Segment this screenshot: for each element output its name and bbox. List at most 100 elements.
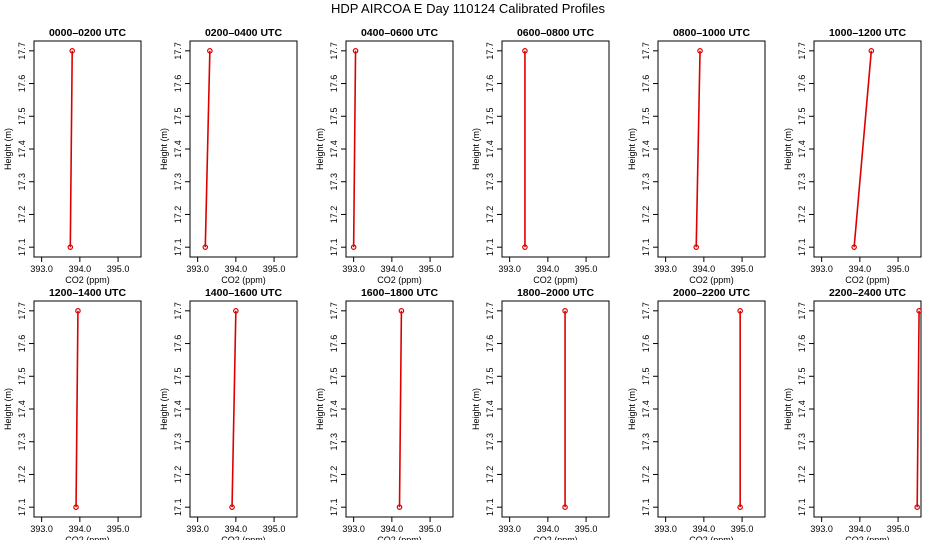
y-tick-label: 17.6	[797, 335, 807, 353]
y-tick-label: 17.3	[17, 173, 27, 191]
profile-point	[350, 244, 357, 250]
y-tick-label: 17.2	[641, 466, 651, 484]
panel-title: 0000–0200 UTC	[49, 27, 126, 39]
profile-point	[737, 308, 743, 314]
y-tick-label: 17.4	[797, 400, 807, 418]
panel-title: 0200–0400 UTC	[205, 27, 282, 39]
y-tick-label: 17.7	[329, 302, 339, 320]
profile-point	[562, 504, 568, 510]
x-axis-label: CO2 (ppm)	[689, 535, 734, 540]
x-tick-label: 393.0	[342, 524, 365, 534]
y-tick-label: 17.5	[329, 108, 339, 126]
y-tick-label: 17.2	[485, 206, 495, 224]
y-tick-label: 17.3	[173, 173, 183, 191]
x-axis-label: CO2 (ppm)	[845, 535, 890, 540]
profile-point	[398, 308, 405, 314]
x-axis-label: CO2 (ppm)	[377, 275, 422, 285]
y-tick-label: 17.3	[797, 433, 807, 451]
profile-point	[522, 48, 528, 54]
y-tick-label: 17.2	[485, 466, 495, 484]
panel-title: 1600–1800 UTC	[361, 287, 438, 299]
y-tick-label: 17.1	[17, 238, 27, 256]
profile-point	[916, 308, 922, 314]
x-tick-label: 393.0	[342, 264, 365, 274]
x-tick-label: 395.0	[263, 524, 286, 534]
profile-point	[851, 244, 857, 250]
profile-line	[75, 310, 79, 508]
y-tick-label: 17.6	[17, 335, 27, 353]
y-tick-label: 17.7	[641, 42, 651, 60]
y-tick-label: 17.4	[173, 400, 183, 418]
x-tick-label: 394.0	[225, 264, 248, 274]
x-axis-label: CO2 (ppm)	[533, 535, 578, 540]
profile-line	[398, 310, 403, 508]
y-tick-label: 17.4	[17, 400, 27, 418]
profile-point	[73, 504, 79, 510]
x-axis-label: CO2 (ppm)	[845, 275, 890, 285]
y-tick-label: 17.7	[485, 302, 495, 320]
profile-point	[396, 504, 403, 510]
y-tick-label: 17.6	[329, 75, 339, 93]
y-tick-label: 17.4	[641, 140, 651, 158]
panel-title: 1200–1400 UTC	[49, 287, 126, 299]
profile-panel-4: 0600–0800 UTC 393.0 394.0 395.0 17.1 17.2 17.3…	[471, 27, 610, 285]
y-axis-label: Height (m)	[783, 128, 793, 170]
profile-panel-2: 0200–0400 UTC 393.0 394.0 395.0 17.1 17.2 17.3…	[159, 27, 298, 285]
x-tick-label: 394.0	[537, 264, 560, 274]
x-tick-label: 395.0	[731, 264, 754, 274]
y-tick-label: 17.7	[641, 302, 651, 320]
y-tick-label: 17.6	[485, 335, 495, 353]
x-tick-label: 393.0	[30, 264, 53, 274]
x-axis-label: CO2 (ppm)	[65, 535, 110, 540]
x-tick-label: 394.0	[69, 524, 92, 534]
y-tick-label: 17.1	[797, 498, 807, 516]
y-tick-label: 17.1	[173, 238, 183, 256]
profile-point	[207, 48, 213, 54]
x-tick-label: 395.0	[575, 524, 598, 534]
y-tick-label: 17.7	[173, 42, 183, 60]
y-tick-label: 17.4	[329, 140, 339, 158]
plot-frame	[657, 40, 766, 258]
x-tick-label: 394.0	[381, 264, 404, 274]
y-tick-label: 17.7	[173, 302, 183, 320]
y-tick-label: 17.2	[17, 466, 27, 484]
panel-title: 2200–2400 UTC	[829, 287, 906, 299]
panel-title: 2000–2200 UTC	[673, 287, 750, 299]
profile-panel-8: 1400–1600 UTC 393.0 394.0 395.0 17.1 17.2 17.3…	[159, 287, 298, 540]
profile-panel-12: 2200–2400 UTC 393.0 394.0 395.0 17.1 17.2 17.3…	[783, 287, 922, 540]
profile-point	[914, 504, 920, 510]
profile-line	[352, 50, 357, 248]
profile-line	[204, 50, 211, 248]
panel-title: 1800–2000 UTC	[517, 287, 594, 299]
y-axis-label: Height (m)	[783, 388, 793, 430]
profile-panel-5: 0800–1000 UTC 393.0 394.0 395.0 17.1 17.2 17.3…	[627, 27, 766, 285]
y-tick-label: 17.2	[17, 206, 27, 224]
x-axis-label: CO2 (ppm)	[221, 535, 266, 540]
x-tick-label: 393.0	[498, 264, 521, 274]
y-tick-label: 17.1	[173, 498, 183, 516]
plot-frame	[657, 300, 766, 518]
y-axis-label: Height (m)	[471, 128, 481, 170]
x-tick-label: 393.0	[654, 524, 677, 534]
y-tick-label: 17.5	[641, 108, 651, 126]
profile-panel-7: 1200–1400 UTC 393.0 394.0 395.0 17.1 17.2 17.3…	[3, 287, 142, 540]
y-tick-label: 17.4	[485, 140, 495, 158]
y-tick-label: 17.1	[17, 498, 27, 516]
y-tick-label: 17.2	[797, 466, 807, 484]
y-tick-label: 17.5	[485, 368, 495, 386]
profile-point	[697, 48, 703, 54]
profile-point	[67, 244, 74, 250]
plot-frame	[33, 40, 142, 258]
y-tick-label: 17.2	[173, 206, 183, 224]
profile-point	[233, 308, 239, 314]
profile-point	[868, 48, 875, 54]
y-axis-label: Height (m)	[315, 128, 325, 170]
plot-frame	[813, 40, 922, 258]
panel-title: 0800–1000 UTC	[673, 27, 750, 39]
y-tick-label: 17.3	[329, 173, 339, 191]
y-tick-label: 17.2	[173, 466, 183, 484]
y-tick-label: 17.5	[641, 368, 651, 386]
y-tick-label: 17.2	[329, 466, 339, 484]
profile-panel-11: 2000–2200 UTC 393.0 394.0 395.0 17.1 17.2 17.3…	[627, 287, 766, 540]
